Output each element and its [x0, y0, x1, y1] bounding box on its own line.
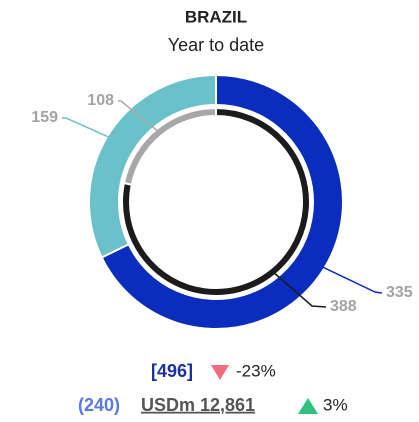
total-change: -23%	[236, 361, 276, 380]
chart-subtitle: Year to date	[168, 35, 264, 55]
data-label: 388	[330, 298, 357, 315]
up-arrow	[298, 398, 318, 414]
data-label: 108	[87, 92, 114, 109]
data-label: 335	[386, 284, 413, 301]
down-arrow	[211, 365, 229, 380]
donut-segment	[100, 73, 344, 330]
amount: USDm 12,861	[141, 395, 255, 415]
data-label: 159	[31, 109, 58, 126]
total: [496]	[151, 361, 193, 381]
leader-line	[118, 100, 160, 133]
donut-segment	[88, 73, 217, 259]
amount-change: 3%	[323, 395, 348, 414]
leader-line	[272, 271, 327, 308]
donut-segment	[122, 106, 217, 186]
secondary: (240)	[78, 395, 120, 415]
leader-line	[62, 117, 122, 144]
leader-line	[310, 260, 383, 294]
chart-title: BRAZIL	[185, 7, 247, 26]
